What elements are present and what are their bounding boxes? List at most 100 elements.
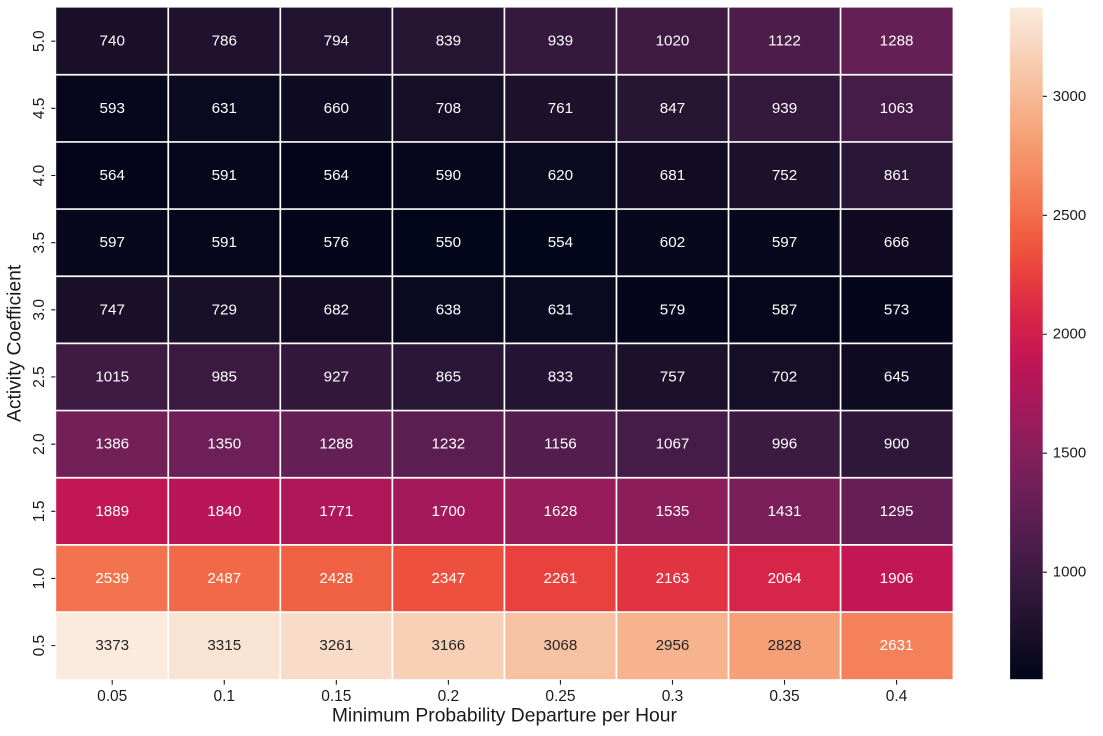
svg-text:1063: 1063 — [880, 100, 914, 117]
svg-text:900: 900 — [884, 436, 909, 453]
svg-text:1232: 1232 — [431, 436, 465, 453]
svg-text:5.0: 5.0 — [31, 30, 48, 52]
svg-text:847: 847 — [660, 100, 685, 117]
svg-text:761: 761 — [548, 100, 573, 117]
svg-text:620: 620 — [548, 167, 573, 184]
svg-text:3.0: 3.0 — [31, 299, 48, 321]
svg-text:631: 631 — [212, 100, 237, 117]
svg-text:1906: 1906 — [880, 570, 914, 587]
svg-text:985: 985 — [212, 368, 237, 385]
svg-text:660: 660 — [324, 100, 349, 117]
svg-text:1700: 1700 — [431, 503, 465, 520]
svg-text:Activity Coefficient: Activity Coefficient — [5, 264, 26, 422]
svg-text:4.0: 4.0 — [31, 164, 48, 186]
svg-text:1020: 1020 — [656, 33, 690, 50]
svg-text:757: 757 — [660, 368, 685, 385]
svg-text:1015: 1015 — [95, 368, 129, 385]
svg-text:1889: 1889 — [95, 503, 129, 520]
svg-text:1067: 1067 — [656, 436, 690, 453]
svg-text:591: 591 — [212, 167, 237, 184]
svg-text:2500: 2500 — [1053, 207, 1086, 224]
svg-text:0.25: 0.25 — [545, 688, 575, 705]
svg-text:2631: 2631 — [880, 637, 914, 654]
svg-text:2261: 2261 — [544, 570, 578, 587]
svg-text:939: 939 — [772, 100, 797, 117]
svg-text:3068: 3068 — [544, 637, 578, 654]
svg-text:631: 631 — [548, 301, 573, 318]
svg-text:0.3: 0.3 — [662, 688, 684, 705]
svg-text:564: 564 — [324, 167, 349, 184]
svg-text:3000: 3000 — [1053, 88, 1086, 105]
svg-text:702: 702 — [772, 368, 797, 385]
svg-text:2163: 2163 — [656, 570, 690, 587]
svg-text:0.35: 0.35 — [769, 688, 799, 705]
svg-text:1628: 1628 — [544, 503, 578, 520]
svg-text:927: 927 — [324, 368, 349, 385]
svg-text:682: 682 — [324, 301, 349, 318]
svg-text:1431: 1431 — [768, 503, 802, 520]
svg-text:550: 550 — [436, 234, 461, 251]
svg-text:1840: 1840 — [207, 503, 241, 520]
svg-text:3315: 3315 — [207, 637, 241, 654]
svg-text:996: 996 — [772, 436, 797, 453]
svg-text:729: 729 — [212, 301, 237, 318]
svg-text:2428: 2428 — [319, 570, 353, 587]
svg-text:2000: 2000 — [1053, 326, 1086, 343]
svg-text:597: 597 — [772, 234, 797, 251]
svg-text:602: 602 — [660, 234, 685, 251]
svg-text:3.5: 3.5 — [31, 232, 48, 254]
svg-text:2956: 2956 — [656, 637, 690, 654]
svg-text:747: 747 — [100, 301, 125, 318]
svg-text:833: 833 — [548, 368, 573, 385]
svg-text:1771: 1771 — [319, 503, 353, 520]
svg-text:564: 564 — [100, 167, 125, 184]
svg-text:1386: 1386 — [95, 436, 129, 453]
svg-text:554: 554 — [548, 234, 573, 251]
svg-text:1.5: 1.5 — [31, 501, 48, 523]
svg-text:752: 752 — [772, 167, 797, 184]
svg-text:4.5: 4.5 — [31, 98, 48, 120]
svg-text:861: 861 — [884, 167, 909, 184]
svg-text:1122: 1122 — [768, 33, 801, 50]
svg-text:3373: 3373 — [95, 637, 129, 654]
svg-text:786: 786 — [212, 33, 237, 50]
svg-text:0.1: 0.1 — [213, 688, 235, 705]
svg-text:2.5: 2.5 — [31, 366, 48, 388]
svg-text:0.5: 0.5 — [31, 635, 48, 657]
svg-text:666: 666 — [884, 234, 909, 251]
svg-text:2828: 2828 — [768, 637, 802, 654]
svg-text:2.0: 2.0 — [31, 433, 48, 455]
svg-text:2064: 2064 — [768, 570, 802, 587]
svg-text:573: 573 — [884, 301, 909, 318]
svg-text:1000: 1000 — [1053, 564, 1086, 581]
svg-text:794: 794 — [324, 33, 349, 50]
svg-text:0.2: 0.2 — [438, 688, 460, 705]
svg-text:576: 576 — [324, 234, 349, 251]
svg-text:865: 865 — [436, 368, 461, 385]
svg-text:3166: 3166 — [431, 637, 465, 654]
svg-text:Minimum Probability Departure: Minimum Probability Departure per Hour — [332, 705, 678, 726]
svg-text:839: 839 — [436, 33, 461, 50]
svg-text:1288: 1288 — [319, 436, 353, 453]
svg-text:1500: 1500 — [1053, 445, 1086, 462]
svg-text:740: 740 — [100, 33, 125, 50]
svg-text:1156: 1156 — [544, 436, 577, 453]
svg-text:597: 597 — [100, 234, 125, 251]
svg-text:3261: 3261 — [319, 637, 353, 654]
svg-text:708: 708 — [436, 100, 461, 117]
svg-text:579: 579 — [660, 301, 685, 318]
svg-text:2347: 2347 — [431, 570, 465, 587]
svg-text:1535: 1535 — [656, 503, 690, 520]
svg-text:0.15: 0.15 — [321, 688, 351, 705]
svg-text:0.05: 0.05 — [97, 688, 127, 705]
svg-text:1.0: 1.0 — [31, 567, 48, 589]
svg-text:1350: 1350 — [207, 436, 241, 453]
svg-text:0.4: 0.4 — [886, 688, 908, 705]
svg-text:645: 645 — [884, 368, 909, 385]
svg-text:593: 593 — [100, 100, 125, 117]
svg-text:1295: 1295 — [880, 503, 914, 520]
svg-text:2487: 2487 — [207, 570, 241, 587]
svg-text:2539: 2539 — [95, 570, 129, 587]
svg-text:939: 939 — [548, 33, 573, 50]
svg-text:587: 587 — [772, 301, 797, 318]
